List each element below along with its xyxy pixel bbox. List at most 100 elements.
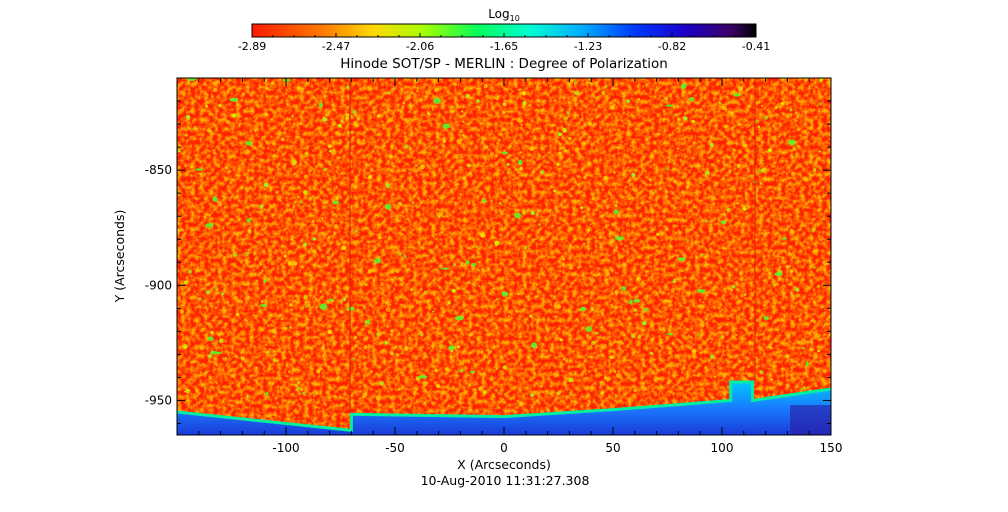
polarization-speck: [388, 172, 391, 175]
polarization-speck: [281, 137, 285, 142]
polarization-speck: [209, 146, 212, 149]
polarization-speck: [336, 377, 339, 380]
polarization-speck: [249, 362, 253, 366]
polarization-speck: [702, 301, 705, 304]
polarization-speck: [735, 333, 738, 336]
chart-title: Hinode SOT/SP - MERLIN : Degree of Polar…: [340, 56, 668, 72]
polarization-speck: [691, 300, 694, 302]
polarization-speck: [296, 386, 301, 391]
polarization-speck: [493, 306, 495, 308]
polarization-speck: [240, 356, 246, 361]
polarization-speck: [656, 253, 659, 256]
polarization-speck: [227, 275, 230, 278]
polarization-speck: [460, 261, 464, 265]
polarization-speck: [477, 386, 483, 391]
polarization-speck: [558, 151, 562, 155]
polarization-speck: [293, 261, 298, 266]
polarization-speck: [398, 201, 403, 206]
polarization-speck: [649, 351, 653, 355]
polarization-speck: [300, 200, 304, 205]
polarization-speck: [808, 260, 811, 263]
polarization-speck: [608, 232, 611, 235]
polarization-speck: [568, 391, 574, 396]
polarization-speck: [691, 119, 695, 124]
polarization-speck: [362, 373, 368, 378]
polarization-speck: [383, 111, 387, 115]
polarization-speck: [358, 355, 362, 359]
polarization-speck: [380, 282, 385, 287]
polarization-speck: [207, 354, 212, 359]
polarization-patch: [531, 342, 537, 349]
polarization-patch: [518, 159, 523, 165]
polarization-speck: [468, 202, 470, 205]
polarization-speck: [567, 85, 570, 88]
polarization-speck: [767, 231, 771, 234]
polarization-speck: [518, 335, 522, 339]
polarization-speck: [562, 271, 566, 275]
colorbar: Log10 -2.89 -2.47 -2.06 -1.65 -1.23 -0.82 -0.4…: [238, 7, 770, 53]
polarization-speck: [351, 109, 357, 115]
polarization-speck: [451, 105, 455, 109]
polarization-speck: [303, 174, 308, 179]
polarization-speck: [425, 90, 430, 96]
polarization-speck: [698, 305, 701, 308]
polarization-speck: [817, 349, 821, 353]
polarization-speck: [522, 101, 527, 106]
polarization-patch: [195, 168, 203, 171]
polarization-speck: [774, 166, 776, 168]
polarization-speck: [304, 399, 310, 404]
polarization-speck: [356, 116, 361, 121]
polarization-speck: [213, 98, 215, 101]
polarization-speck: [529, 146, 534, 151]
polarization-speck: [552, 138, 554, 141]
polarization-speck: [264, 86, 269, 91]
polarization-speck: [309, 315, 312, 318]
polarization-speck: [602, 343, 608, 349]
polarization-speck: [345, 210, 351, 215]
polarization-speck: [587, 229, 591, 232]
polarization-speck: [468, 281, 471, 284]
polarization-speck: [518, 314, 522, 318]
polarization-speck: [528, 314, 531, 317]
polarization-speck: [631, 334, 635, 339]
polarization-speck: [789, 229, 794, 233]
polarization-speck: [777, 277, 781, 282]
polarization-speck: [731, 284, 736, 289]
polarization-speck: [756, 190, 758, 192]
polarization-speck: [236, 321, 238, 323]
polarization-speck: [772, 191, 775, 194]
polarization-speck: [565, 110, 570, 115]
polarization-speck: [581, 141, 586, 146]
polarization-speck: [462, 391, 467, 395]
polarization-speck: [657, 133, 660, 136]
polarization-speck: [603, 376, 608, 381]
polarization-speck: [321, 383, 323, 385]
polarization-speck: [203, 215, 207, 219]
polarization-speck: [516, 171, 520, 174]
polarization-speck: [723, 124, 728, 129]
polarization-speck: [587, 160, 592, 166]
polarization-speck: [410, 118, 414, 122]
polarization-speck: [506, 171, 510, 175]
polarization-speck: [462, 350, 468, 355]
polarization-speck: [762, 162, 765, 165]
polarization-speck: [646, 190, 648, 192]
polarization-speck: [710, 107, 714, 112]
polarization-speck: [600, 252, 605, 256]
polarization-patch: [207, 336, 214, 342]
polarization-speck: [699, 125, 702, 128]
polarization-speck: [530, 211, 535, 216]
polarization-speck: [621, 92, 625, 95]
polarization-speck: [300, 388, 304, 391]
polarization-speck: [776, 351, 779, 354]
polarization-speck: [468, 332, 473, 337]
polarization-speck: [750, 80, 754, 84]
polarization-speck: [232, 113, 237, 118]
polarization-speck: [494, 364, 499, 369]
polarization-speck: [686, 239, 690, 243]
polarization-speck: [177, 229, 181, 233]
polarization-speck: [386, 91, 390, 95]
polarization-speck: [600, 391, 604, 395]
polarization-speck: [178, 82, 181, 85]
